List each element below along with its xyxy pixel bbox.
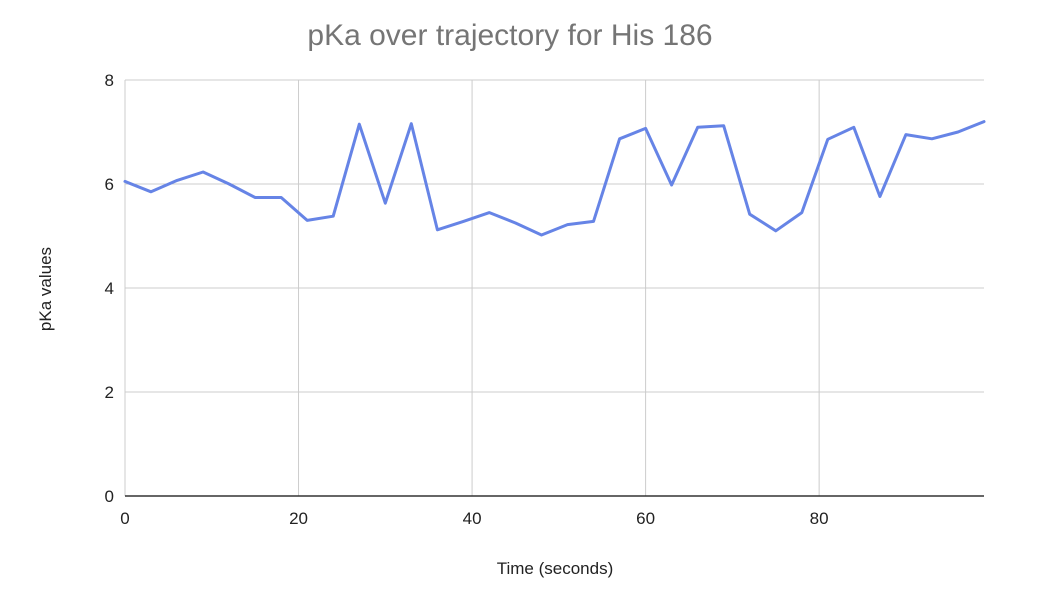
series-line	[123, 120, 986, 237]
x-tick-label: 20	[289, 509, 308, 528]
y-axis-ticks: 0 2 4 6 8	[105, 71, 114, 506]
x-tick-label: 60	[636, 509, 655, 528]
y-tick-label: 0	[105, 487, 114, 506]
x-axis-ticks: 0 20 40 60 80	[120, 509, 828, 528]
x-axis-label: Time (seconds)	[497, 559, 614, 578]
x-tick-label: 40	[463, 509, 482, 528]
x-tick-label: 0	[120, 509, 129, 528]
y-axis-label: pKa values	[36, 247, 55, 331]
grid	[124, 79, 984, 497]
chart-title: pKa over trajectory for His 186	[307, 19, 712, 52]
y-tick-label: 6	[105, 175, 114, 194]
y-tick-label: 4	[105, 279, 114, 298]
y-tick-label: 2	[105, 383, 114, 402]
x-tick-label: 80	[810, 509, 829, 528]
plot-area	[123, 120, 986, 237]
y-tick-label: 8	[105, 71, 114, 90]
